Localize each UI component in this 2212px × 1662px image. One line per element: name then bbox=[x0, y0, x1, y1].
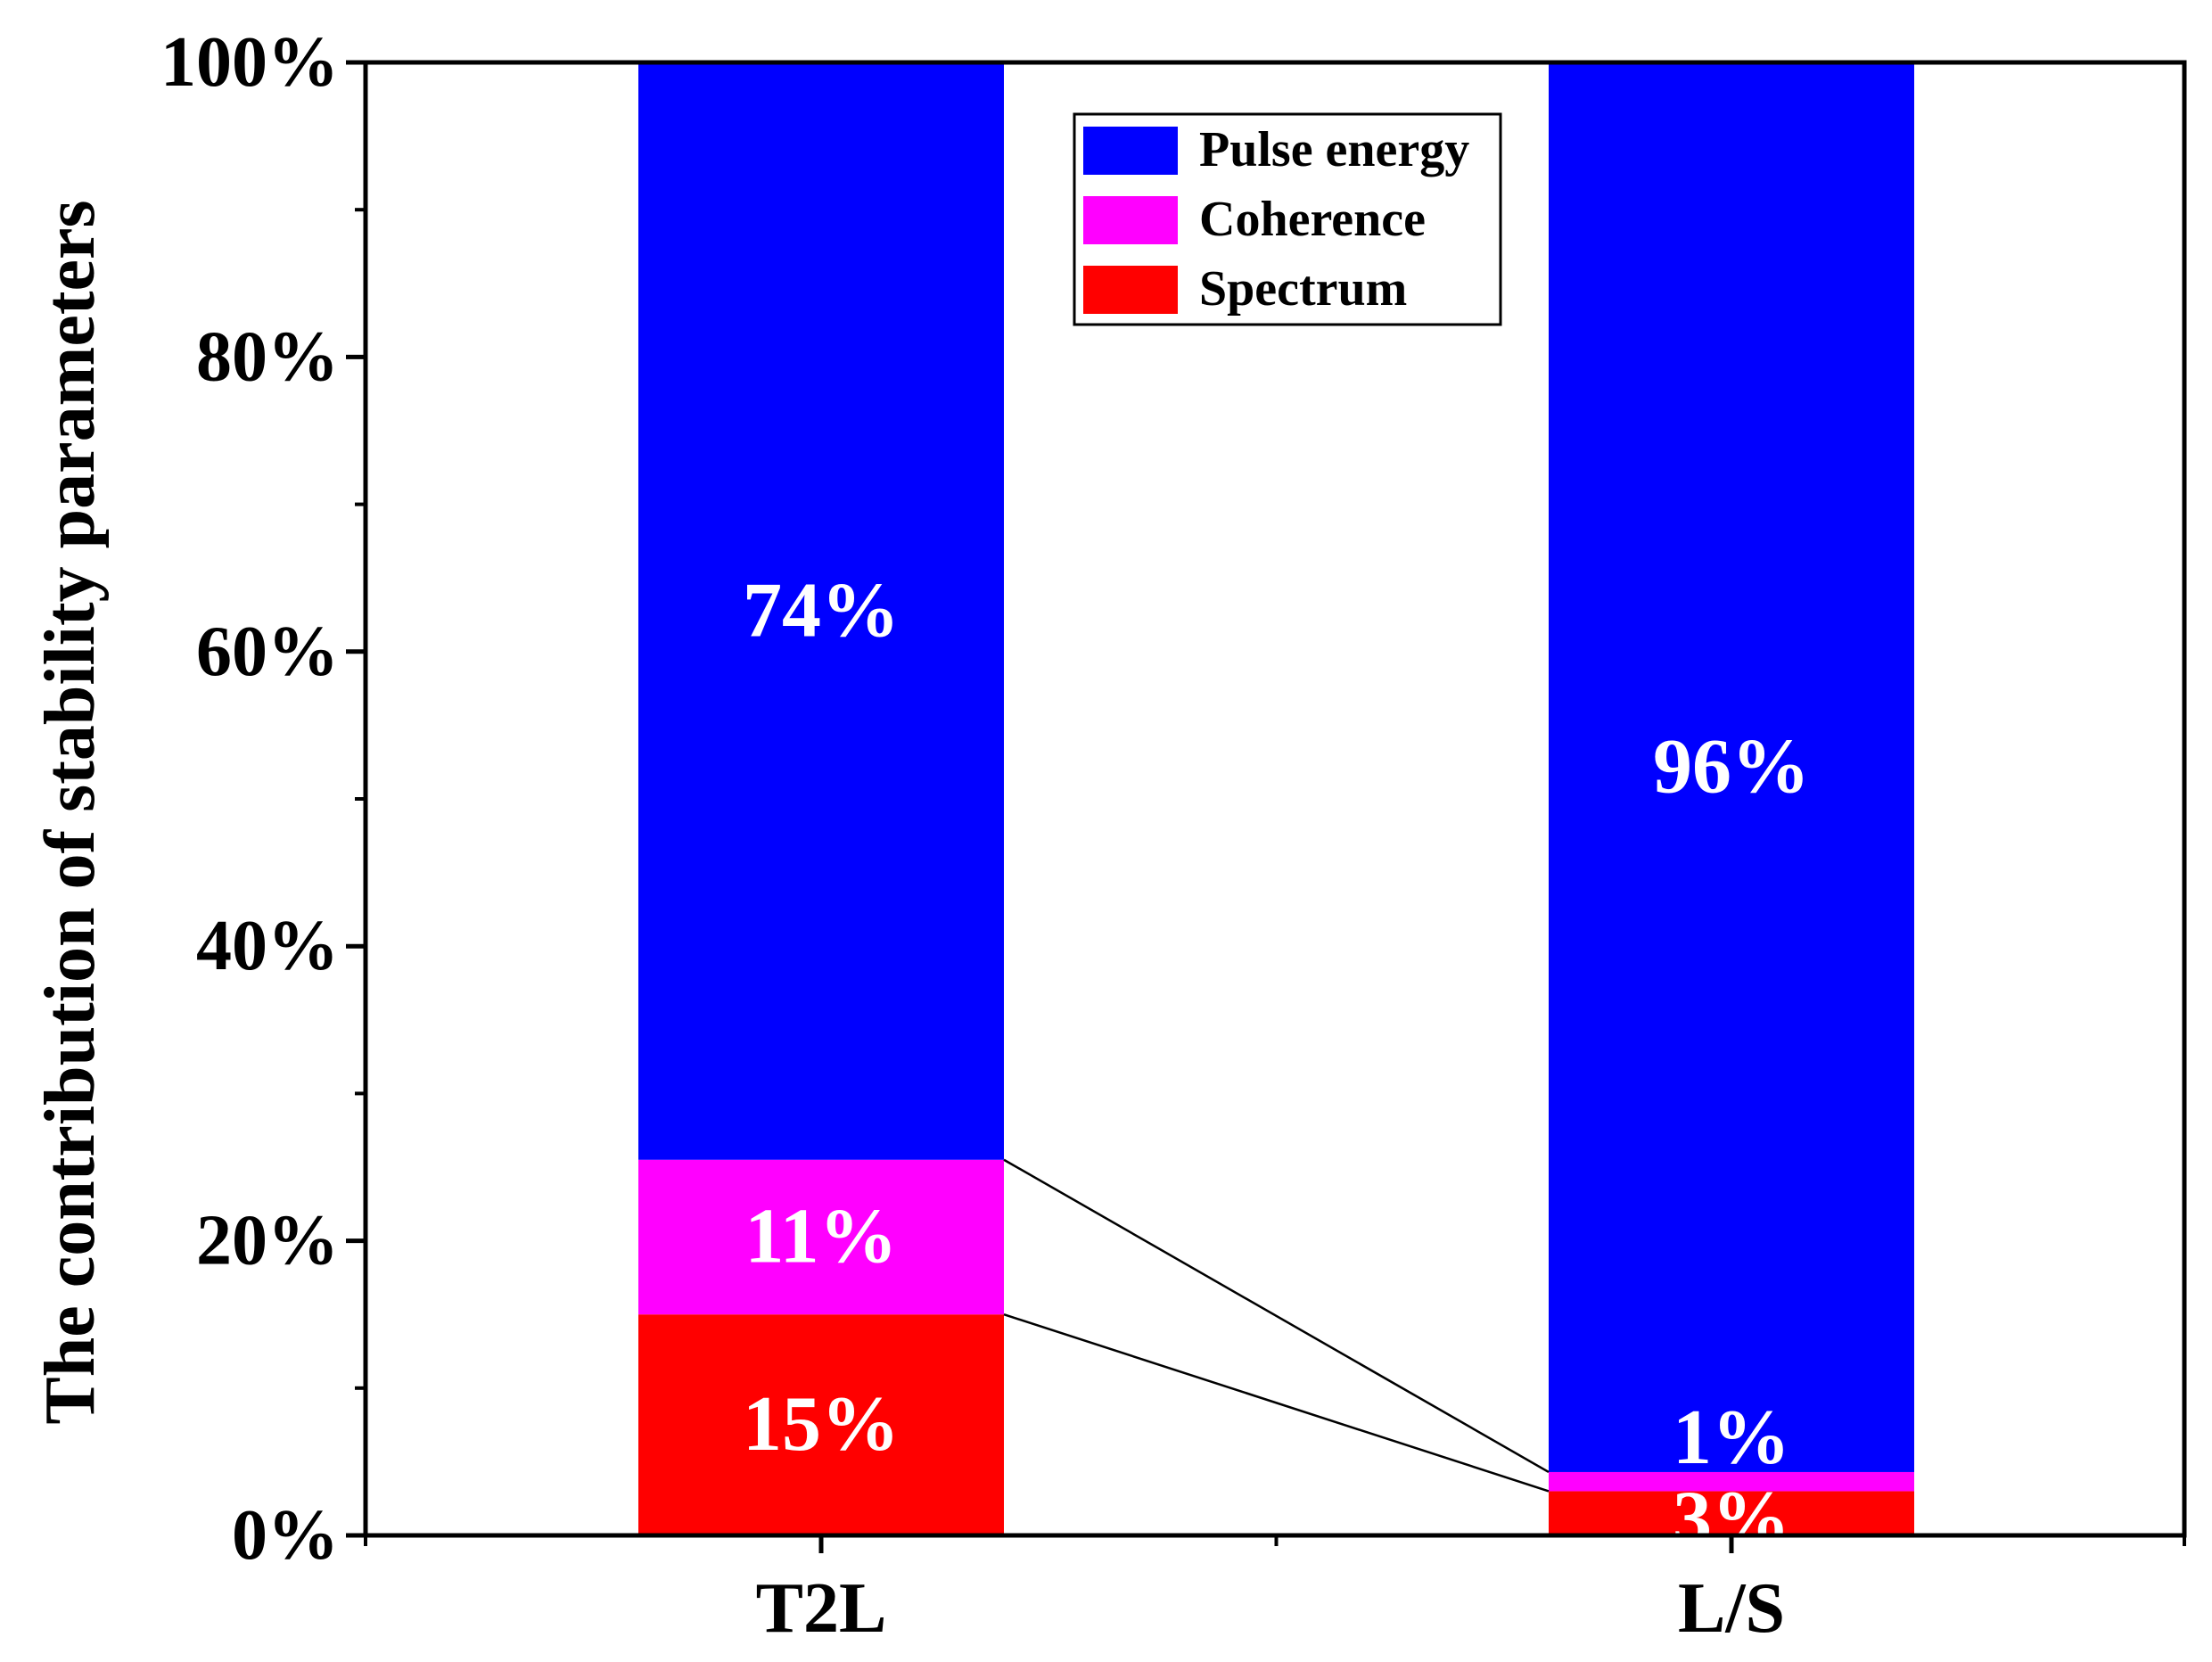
y-tick-label: 60% bbox=[196, 613, 339, 691]
connector-line-spectrum bbox=[1003, 1313, 1550, 1493]
data-label-coherence-t2l: 11% bbox=[744, 1193, 897, 1279]
y-tick-label: 20% bbox=[196, 1202, 339, 1280]
bars-layer bbox=[638, 62, 1914, 1535]
data-label-coherence-l-s: 1% bbox=[1673, 1395, 1790, 1481]
legend-swatch-spectrum bbox=[1083, 266, 1178, 314]
legend-entries: Pulse energy Coherence Spectrum bbox=[1083, 122, 1469, 317]
x-tick-label-l-s: L/S bbox=[1678, 1569, 1785, 1648]
bar-coherence-l-s bbox=[1549, 1471, 1914, 1492]
data-label-pulse-energy-l-s: 96% bbox=[1653, 723, 1810, 810]
bar-pulse-energy-l-s bbox=[1549, 62, 1914, 1472]
y-tick-label: 100% bbox=[160, 23, 339, 102]
connector-lines bbox=[1003, 1158, 1550, 1493]
connector-line-coherence bbox=[1003, 1158, 1550, 1474]
x-tick-label-t2l: T2L bbox=[756, 1569, 887, 1648]
bar-spectrum-t2l bbox=[638, 1314, 1004, 1535]
legend-label-spectrum: Spectrum bbox=[1199, 261, 1407, 317]
legend-label-pulse-energy: Pulse energy bbox=[1199, 122, 1469, 177]
legend-label-coherence: Coherence bbox=[1199, 192, 1426, 247]
data-label-spectrum-t2l: 15% bbox=[743, 1381, 900, 1468]
data-label-pulse-energy-t2l: 74% bbox=[743, 567, 900, 654]
bar-pulse-energy-t2l bbox=[638, 62, 1004, 1160]
bar-labels: 15%11%74%3%1%96% bbox=[743, 567, 1810, 1562]
y-tick-label: 0% bbox=[232, 1496, 339, 1575]
legend: Pulse energy Coherence Spectrum bbox=[1073, 112, 1502, 326]
y-tick-label: 40% bbox=[196, 907, 339, 985]
y-axis-title: The contribution of stability parameters bbox=[31, 200, 110, 1424]
bar-coherence-t2l bbox=[638, 1159, 1004, 1315]
x-axis-ticks: T2L L/S bbox=[364, 1535, 2186, 1648]
y-tick-label: 80% bbox=[196, 317, 339, 396]
legend-swatch-pulse-energy bbox=[1083, 127, 1178, 175]
legend-swatch-coherence bbox=[1083, 196, 1178, 244]
bar-spectrum-l-s bbox=[1549, 1491, 1914, 1535]
y-axis-ticks: 0% 20% 40% 60% 80% 100% bbox=[160, 23, 366, 1575]
